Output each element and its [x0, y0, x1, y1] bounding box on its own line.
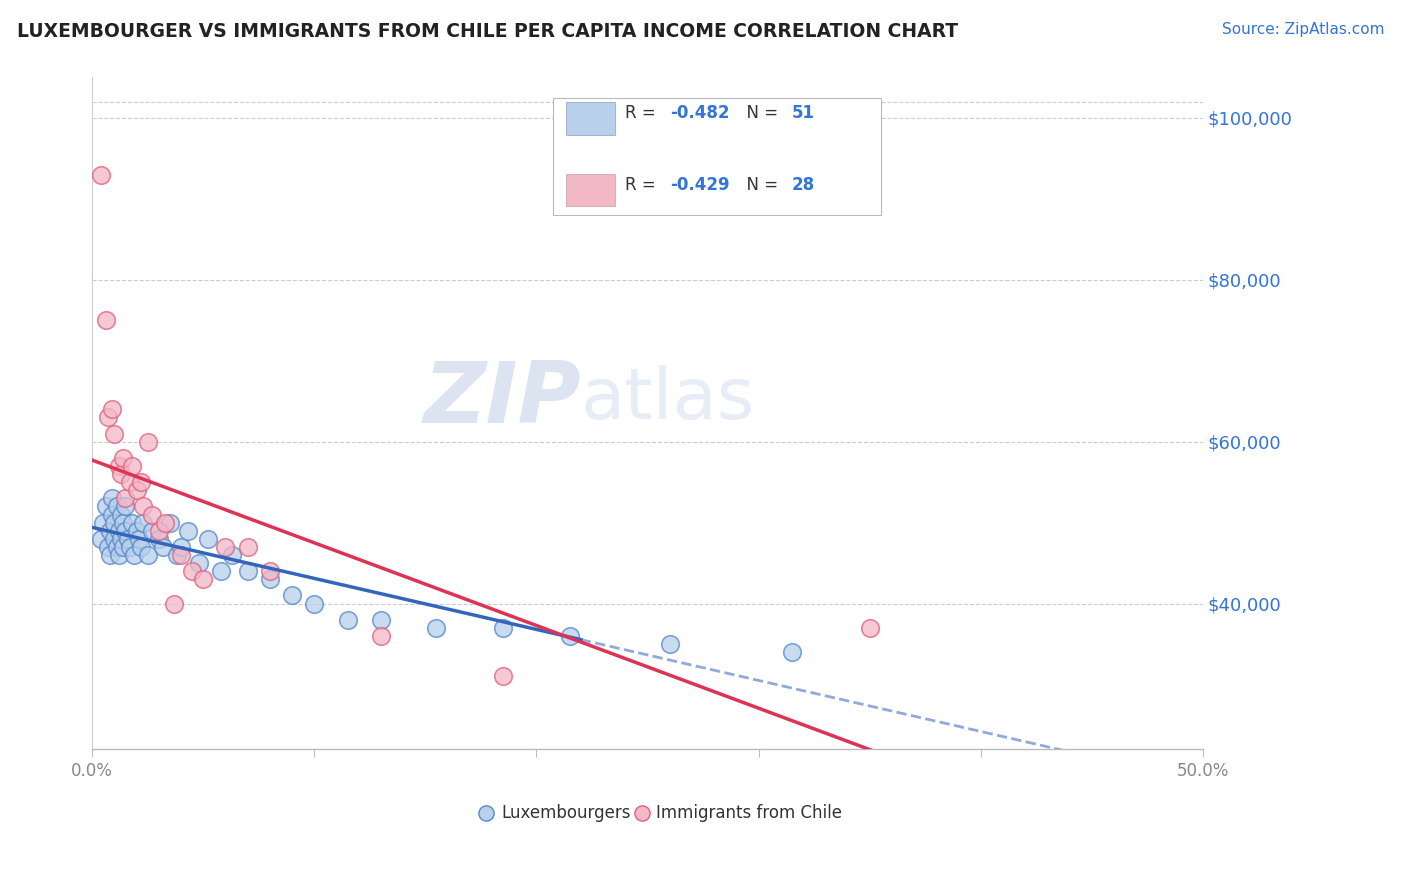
Point	[236, 540, 259, 554]
Point	[558, 629, 581, 643]
Text: -0.429: -0.429	[669, 176, 730, 194]
Text: atlas: atlas	[581, 366, 755, 434]
Point	[221, 548, 243, 562]
Point	[97, 540, 120, 554]
Point	[148, 524, 170, 538]
Point	[114, 500, 136, 514]
Text: 28: 28	[792, 176, 815, 194]
Point	[658, 637, 681, 651]
Point	[163, 597, 186, 611]
Point	[148, 532, 170, 546]
Point	[136, 548, 159, 562]
Point	[101, 491, 124, 506]
Point	[90, 168, 112, 182]
Point	[170, 548, 193, 562]
Point	[98, 524, 121, 538]
Point	[110, 467, 132, 481]
Point	[859, 621, 882, 635]
Text: Immigrants from Chile: Immigrants from Chile	[657, 804, 842, 822]
Point	[214, 540, 236, 554]
Text: Luxembourgers: Luxembourgers	[501, 804, 630, 822]
Point	[197, 532, 219, 546]
Point	[91, 516, 114, 530]
Point	[166, 548, 188, 562]
Point	[181, 564, 204, 578]
Text: Source: ZipAtlas.com: Source: ZipAtlas.com	[1222, 22, 1385, 37]
Point	[114, 524, 136, 538]
Point	[425, 621, 447, 635]
Point	[129, 475, 152, 490]
Point	[121, 458, 143, 473]
Point	[101, 508, 124, 522]
Point	[492, 669, 515, 683]
Point	[98, 548, 121, 562]
Point	[304, 597, 326, 611]
Point	[259, 572, 281, 586]
Point	[370, 629, 392, 643]
Point	[110, 508, 132, 522]
Point	[112, 540, 135, 554]
Point	[281, 589, 304, 603]
Point	[112, 450, 135, 465]
Text: N =: N =	[737, 104, 783, 122]
Point	[176, 524, 198, 538]
Point	[155, 516, 177, 530]
Point	[103, 516, 125, 530]
Text: ZIP: ZIP	[423, 359, 581, 442]
Point	[259, 564, 281, 578]
Point	[128, 532, 150, 546]
Text: N =: N =	[737, 176, 783, 194]
Point	[136, 434, 159, 449]
Point	[336, 613, 359, 627]
Point	[187, 556, 209, 570]
Point	[114, 491, 136, 506]
Point	[492, 621, 515, 635]
Point	[141, 524, 163, 538]
Point	[108, 548, 131, 562]
Point	[94, 500, 117, 514]
Point	[124, 548, 146, 562]
Point	[118, 540, 141, 554]
Point	[112, 516, 135, 530]
Point	[780, 645, 803, 659]
Point	[105, 500, 128, 514]
Point	[236, 564, 259, 578]
FancyBboxPatch shape	[567, 174, 616, 206]
Point	[152, 540, 174, 554]
Point	[97, 410, 120, 425]
Point	[170, 540, 193, 554]
Point	[94, 313, 117, 327]
Point	[118, 475, 141, 490]
Point	[159, 516, 181, 530]
Point	[103, 426, 125, 441]
Point	[110, 532, 132, 546]
Text: 51: 51	[792, 104, 815, 122]
Point	[129, 540, 152, 554]
Point	[141, 508, 163, 522]
Point	[370, 613, 392, 627]
Point	[108, 458, 131, 473]
Point	[209, 564, 232, 578]
Text: -0.482: -0.482	[669, 104, 730, 122]
Point	[108, 524, 131, 538]
Point	[132, 516, 155, 530]
Point	[101, 402, 124, 417]
Text: LUXEMBOURGER VS IMMIGRANTS FROM CHILE PER CAPITA INCOME CORRELATION CHART: LUXEMBOURGER VS IMMIGRANTS FROM CHILE PE…	[17, 22, 957, 41]
Point	[193, 572, 215, 586]
FancyBboxPatch shape	[567, 102, 616, 135]
FancyBboxPatch shape	[553, 97, 880, 215]
Point	[121, 516, 143, 530]
Point	[105, 540, 128, 554]
Point	[125, 524, 148, 538]
Text: R =: R =	[626, 176, 661, 194]
Point	[117, 532, 139, 546]
Point	[125, 483, 148, 498]
Point	[132, 500, 155, 514]
Point	[90, 532, 112, 546]
Point	[103, 532, 125, 546]
Text: R =: R =	[626, 104, 661, 122]
